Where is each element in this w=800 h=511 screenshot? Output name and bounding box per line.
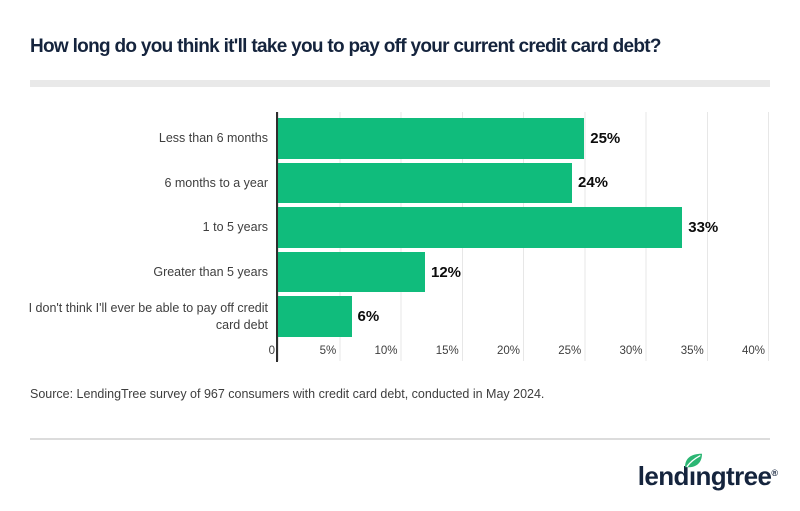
lendingtree-logo: lendıngtree® bbox=[637, 453, 778, 499]
leaf-icon bbox=[684, 453, 702, 468]
bar-never-pay-off bbox=[278, 296, 352, 337]
x-tick-label: 30% bbox=[619, 345, 643, 357]
x-tick-label: 5% bbox=[319, 345, 337, 357]
category-label: Less than 6 months bbox=[158, 131, 268, 146]
x-axis: 0 5% 10% 15% 20% 25% 30% 35% 40% bbox=[269, 345, 768, 361]
bars-group: 25% 24% 33% 12% 6% bbox=[278, 116, 768, 339]
logo-text-before-i: lend bbox=[637, 461, 690, 491]
y-axis-line bbox=[276, 112, 278, 362]
category-label: 1 to 5 years bbox=[202, 220, 268, 235]
category-label: Greater than 5 years bbox=[153, 264, 268, 279]
bar-greater-than-5-years bbox=[278, 251, 425, 293]
bar-1-to-5-years bbox=[278, 207, 683, 248]
x-tick-label: 20% bbox=[496, 345, 520, 357]
x-tick-label: 40% bbox=[741, 345, 765, 357]
bar-row: 6% bbox=[278, 294, 768, 339]
logo-text-after-i: ngtree bbox=[695, 461, 772, 491]
logo-dotless-i: ı bbox=[688, 461, 696, 491]
x-tick-label: 35% bbox=[680, 345, 704, 357]
footer-divider bbox=[30, 438, 770, 440]
title-divider bbox=[30, 80, 770, 87]
value-label: 6% bbox=[357, 308, 380, 326]
x-tick-label: 15% bbox=[435, 345, 459, 357]
registered-mark: ® bbox=[771, 468, 778, 478]
source-note: Source: LendingTree survey of 967 consum… bbox=[30, 387, 545, 401]
category-labels: Less than 6 months 6 months to a year 1 … bbox=[28, 116, 268, 339]
category-label: 6 months to a year bbox=[164, 175, 268, 190]
bar-less-than-6-months bbox=[278, 118, 585, 159]
logo-wordmark: lendıngtree® bbox=[637, 453, 778, 491]
x-tick-label: 0 bbox=[268, 345, 275, 357]
category-label: I don't think I'll ever be able to pay o… bbox=[28, 301, 268, 332]
x-tick-label: 25% bbox=[558, 345, 582, 357]
bar-row: 12% bbox=[278, 250, 768, 295]
value-label: 12% bbox=[431, 263, 462, 281]
x-tick-label: 10% bbox=[374, 345, 398, 357]
value-label: 25% bbox=[590, 129, 621, 147]
bar-row: 25% bbox=[278, 116, 768, 161]
value-label: 24% bbox=[578, 174, 609, 192]
bar-row: 33% bbox=[278, 205, 768, 250]
bar-row: 24% bbox=[278, 161, 768, 206]
chart-title: How long do you think it'll take you to … bbox=[30, 36, 662, 57]
bar-6-months-to-a-year bbox=[278, 162, 572, 204]
value-label: 33% bbox=[688, 218, 719, 236]
